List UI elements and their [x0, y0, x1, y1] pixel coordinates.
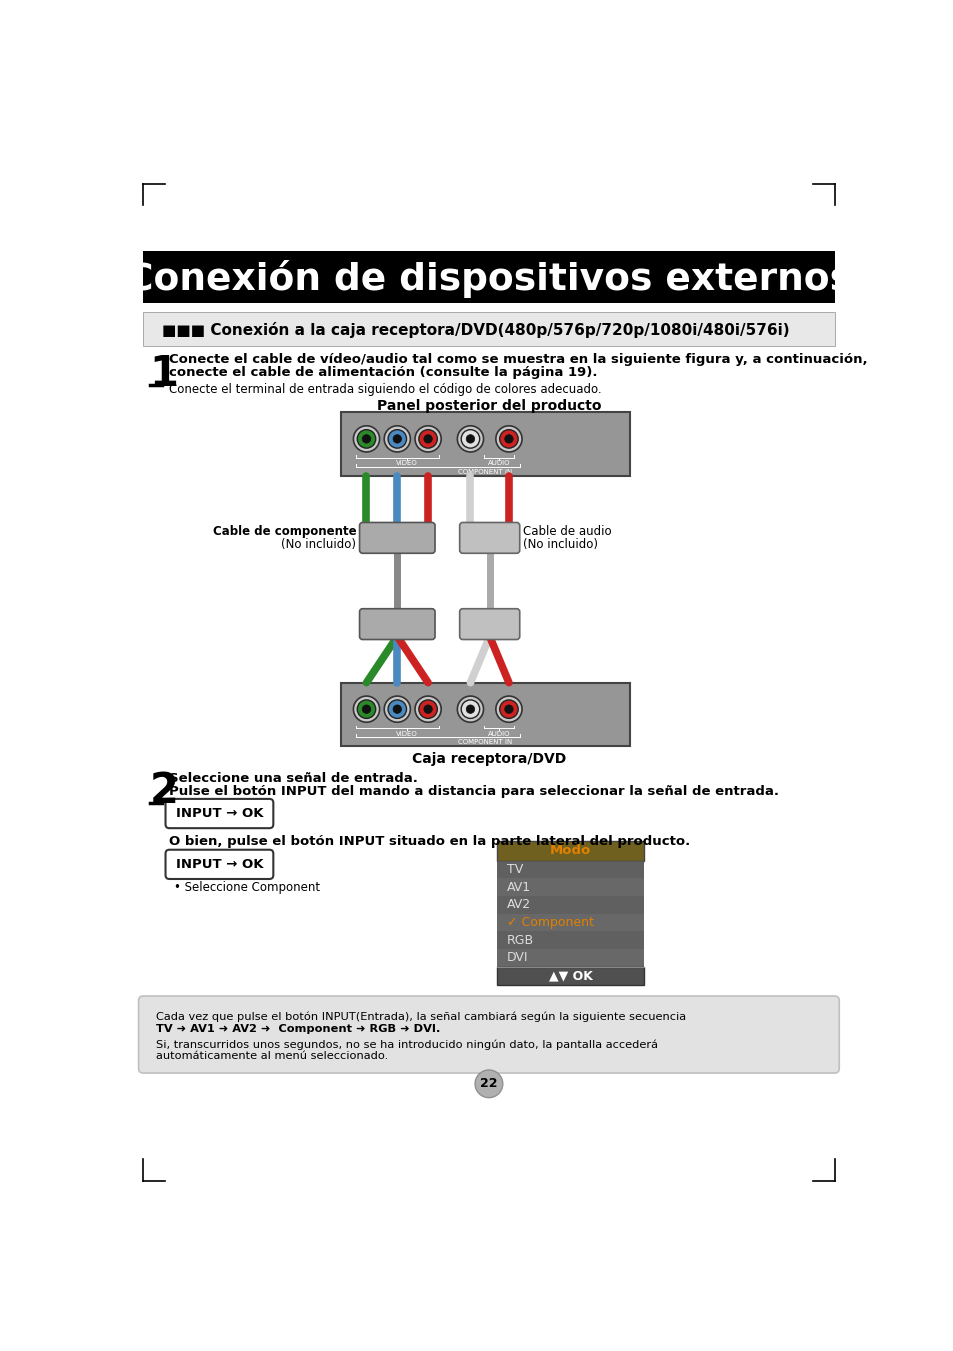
FancyBboxPatch shape [459, 523, 519, 554]
Text: Conecte el terminal de entrada siguiendo el código de colores adecuado.: Conecte el terminal de entrada siguiendo… [170, 384, 601, 396]
Circle shape [504, 435, 513, 443]
Text: Seleccione una señal de entrada.: Seleccione una señal de entrada. [170, 771, 417, 785]
FancyBboxPatch shape [166, 850, 274, 880]
Text: (No incluido): (No incluido) [281, 538, 356, 551]
Circle shape [499, 430, 517, 449]
Text: AUDIO: AUDIO [487, 461, 510, 466]
Text: automáticamente al menú seleccionado.: automáticamente al menú seleccionado. [155, 1051, 387, 1061]
Text: Pulse el botón INPUT del mando a distancia para seleccionar la señal de entrada.: Pulse el botón INPUT del mando a distanc… [170, 785, 779, 798]
FancyBboxPatch shape [138, 996, 839, 1073]
FancyBboxPatch shape [341, 412, 629, 476]
Text: DVI: DVI [506, 951, 528, 965]
Circle shape [466, 705, 475, 713]
FancyBboxPatch shape [497, 931, 643, 948]
Circle shape [456, 696, 483, 723]
Circle shape [384, 696, 410, 723]
Circle shape [353, 426, 379, 453]
Text: Cable de componente: Cable de componente [213, 526, 356, 538]
FancyBboxPatch shape [497, 913, 643, 931]
Circle shape [356, 430, 375, 449]
Circle shape [415, 426, 440, 453]
Text: 22: 22 [479, 1077, 497, 1090]
Text: ✓ Component: ✓ Component [506, 916, 593, 929]
Text: TV: TV [506, 863, 522, 875]
FancyBboxPatch shape [497, 967, 643, 985]
Circle shape [418, 430, 436, 449]
Circle shape [353, 696, 379, 723]
Text: Modo: Modo [549, 844, 591, 858]
Circle shape [362, 435, 371, 443]
Text: (No incluido): (No incluido) [522, 538, 598, 551]
Text: ■■■ Conexión a la caja receptora/DVD(480p/576p/720p/1080i/480i/576i): ■■■ Conexión a la caja receptora/DVD(480… [161, 322, 788, 338]
Circle shape [415, 696, 440, 723]
Text: COMPONENT IN: COMPONENT IN [457, 739, 512, 746]
Circle shape [475, 1070, 502, 1097]
Text: Panel posterior del producto: Panel posterior del producto [376, 400, 600, 413]
Text: Caja receptora/DVD: Caja receptora/DVD [412, 753, 565, 766]
Text: INPUT → OK: INPUT → OK [175, 807, 263, 820]
Circle shape [384, 426, 410, 453]
FancyBboxPatch shape [359, 523, 435, 554]
Text: TV ➜ AV1 ➜ AV2 ➜  Component ➜ RGB ➜ DVI.: TV ➜ AV1 ➜ AV2 ➜ Component ➜ RGB ➜ DVI. [155, 1024, 439, 1034]
Text: RGB: RGB [506, 934, 533, 947]
Circle shape [456, 426, 483, 453]
Circle shape [466, 435, 475, 443]
Circle shape [496, 696, 521, 723]
Text: Cable de audio: Cable de audio [522, 526, 611, 538]
FancyBboxPatch shape [359, 609, 435, 639]
Text: Conecte el cable de vídeo/audio tal como se muestra en la siguiente figura y, a : Conecte el cable de vídeo/audio tal como… [170, 353, 867, 366]
FancyBboxPatch shape [497, 878, 643, 896]
Text: • Seleccione Component: • Seleccione Component [173, 881, 320, 894]
Circle shape [499, 700, 517, 719]
Circle shape [362, 705, 371, 713]
Circle shape [388, 430, 406, 449]
FancyBboxPatch shape [497, 948, 643, 967]
Text: Cada vez que pulse el botón INPUT(Entrada), la señal cambiará según la siguiente: Cada vez que pulse el botón INPUT(Entrad… [155, 1012, 685, 1021]
FancyBboxPatch shape [341, 682, 629, 746]
Text: O bien, pulse el botón INPUT situado en la parte lateral del producto.: O bien, pulse el botón INPUT situado en … [170, 835, 690, 848]
Text: ▲▼ OK: ▲▼ OK [548, 970, 592, 982]
Text: 2: 2 [150, 770, 178, 812]
Circle shape [504, 705, 513, 713]
Text: AV1: AV1 [506, 881, 530, 893]
Circle shape [496, 426, 521, 453]
FancyBboxPatch shape [166, 798, 274, 828]
Circle shape [460, 430, 479, 449]
Text: Si, transcurridos unos segundos, no se ha introducido ningún dato, la pantalla a: Si, transcurridos unos segundos, no se h… [155, 1039, 657, 1050]
FancyBboxPatch shape [497, 896, 643, 913]
FancyBboxPatch shape [459, 609, 519, 639]
Text: AV2: AV2 [506, 898, 530, 912]
Text: VIDEO: VIDEO [395, 461, 417, 466]
Text: COMPONENT IN: COMPONENT IN [457, 469, 512, 476]
Circle shape [423, 705, 432, 713]
Text: Conexión de dispositivos externos: Conexión de dispositivos externos [126, 261, 851, 299]
FancyBboxPatch shape [497, 842, 643, 861]
Text: INPUT → OK: INPUT → OK [175, 858, 263, 871]
Circle shape [423, 435, 432, 443]
Circle shape [356, 700, 375, 719]
Circle shape [393, 435, 401, 443]
Text: conecte el cable de alimentación (consulte la página 19).: conecte el cable de alimentación (consul… [170, 366, 598, 380]
FancyBboxPatch shape [497, 861, 643, 878]
Text: 1: 1 [150, 353, 178, 394]
Circle shape [418, 700, 436, 719]
FancyBboxPatch shape [143, 251, 834, 303]
Circle shape [460, 700, 479, 719]
Circle shape [393, 705, 401, 713]
Text: AUDIO: AUDIO [487, 731, 510, 736]
Circle shape [388, 700, 406, 719]
Text: VIDEO: VIDEO [395, 731, 417, 736]
FancyBboxPatch shape [143, 312, 834, 346]
